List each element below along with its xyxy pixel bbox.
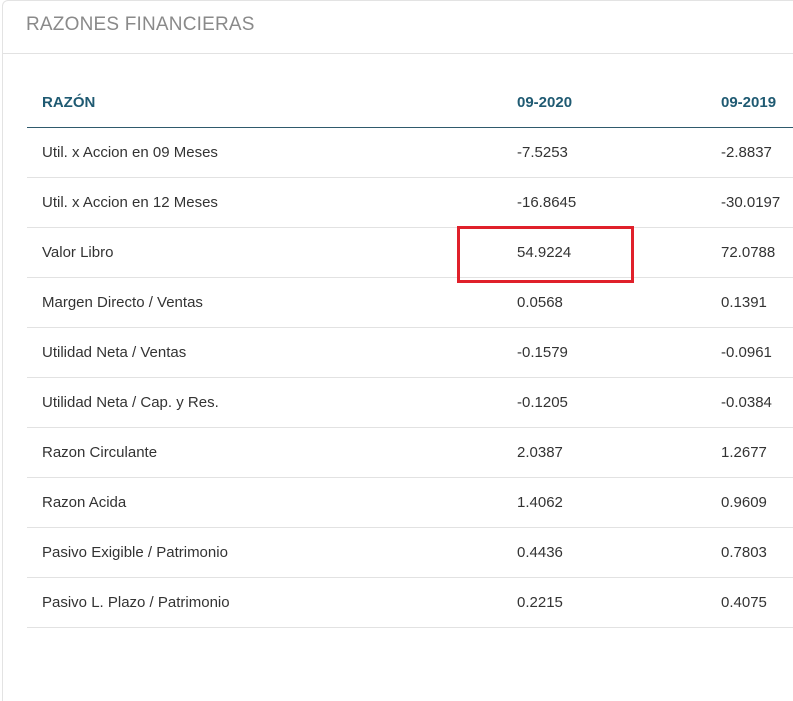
value-2020: -0.1205 bbox=[502, 377, 721, 428]
value-2019: 1.2677 bbox=[721, 427, 793, 478]
table-row: Razon Acida 1.4062 0.9609 bbox=[27, 477, 793, 528]
ratio-name: Utilidad Neta / Ventas bbox=[27, 327, 502, 378]
table-row: Utilidad Neta / Ventas -0.1579 -0.0961 bbox=[27, 327, 793, 378]
column-header-2019: 09-2019 bbox=[721, 78, 793, 128]
value-2020: 54.9224 bbox=[502, 227, 721, 278]
table-row: Margen Directo / Ventas 0.0568 0.1391 bbox=[27, 277, 793, 328]
ratio-name: Valor Libro bbox=[27, 227, 502, 278]
ratio-name: Pasivo Exigible / Patrimonio bbox=[27, 527, 502, 578]
value-2020: 0.0568 bbox=[502, 277, 721, 328]
ratio-name: Razon Acida bbox=[27, 477, 502, 528]
ratio-name: Margen Directo / Ventas bbox=[27, 277, 502, 328]
ratio-name: Utilidad Neta / Cap. y Res. bbox=[27, 377, 502, 428]
ratio-name: Util. x Accion en 12 Meses bbox=[27, 177, 502, 228]
title-divider bbox=[3, 53, 793, 54]
value-2019: 0.1391 bbox=[721, 277, 793, 328]
table-row: Razon Circulante 2.0387 1.2677 bbox=[27, 427, 793, 478]
ratios-table: RAZÓN 09-2020 09-2019 Util. x Accion en … bbox=[27, 78, 793, 628]
ratio-name: Pasivo L. Plazo / Patrimonio bbox=[27, 577, 502, 628]
value-2019: -30.0197 bbox=[721, 177, 793, 228]
value-2019: 72.0788 bbox=[721, 227, 793, 278]
value-2019: 0.9609 bbox=[721, 477, 793, 528]
value-2020: 0.4436 bbox=[502, 527, 721, 578]
table-row: Pasivo L. Plazo / Patrimonio 0.2215 0.4075 bbox=[27, 577, 793, 628]
value-2020: -16.8645 bbox=[502, 177, 721, 228]
value-2019: 0.7803 bbox=[721, 527, 793, 578]
table-row: Utilidad Neta / Cap. y Res. -0.1205 -0.038… bbox=[27, 377, 793, 428]
value-2020: 2.0387 bbox=[502, 427, 721, 478]
value-2020: -7.5253 bbox=[502, 127, 721, 178]
value-2020: -0.1579 bbox=[502, 327, 721, 378]
table-header-row: RAZÓN 09-2020 09-2019 bbox=[27, 78, 793, 128]
column-header-2020: 09-2020 bbox=[502, 78, 721, 128]
value-2020: 1.4062 bbox=[502, 477, 721, 528]
value-2019: -0.0961 bbox=[721, 327, 793, 378]
table-row: Util. x Accion en 09 Meses -7.5253 -2.8837 bbox=[27, 127, 793, 178]
column-header-ratio: RAZÓN bbox=[27, 78, 502, 128]
ratio-name: Util. x Accion en 09 Meses bbox=[27, 127, 502, 178]
value-2020: 0.2215 bbox=[502, 577, 721, 628]
value-2019: -2.8837 bbox=[721, 127, 793, 178]
ratio-name: Razon Circulante bbox=[27, 427, 502, 478]
table-row: Util. x Accion en 12 Meses -16.8645 -30.01… bbox=[27, 177, 793, 228]
table-row: Pasivo Exigible / Patrimonio 0.4436 0.7803 bbox=[27, 527, 793, 578]
card-title: RAZONES FINANCIERAS bbox=[26, 14, 255, 35]
value-2019: 0.4075 bbox=[721, 577, 793, 628]
value-2019: -0.0384 bbox=[721, 377, 793, 428]
table-row: Valor Libro 54.9224 72.0788 bbox=[27, 227, 793, 278]
